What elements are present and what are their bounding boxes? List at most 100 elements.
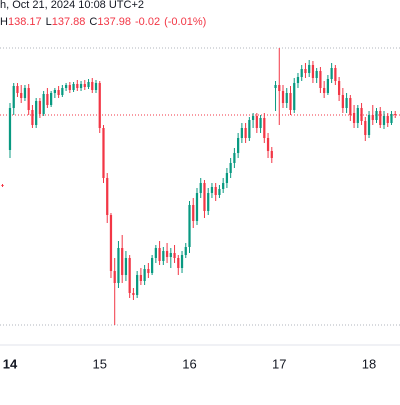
candle-body — [349, 98, 352, 115]
candle-body — [293, 83, 296, 110]
candle-body — [128, 258, 131, 293]
candle-body — [76, 84, 79, 88]
candle-body — [57, 90, 60, 95]
candle-body — [165, 251, 169, 257]
candle-body — [87, 82, 90, 87]
candle-body — [180, 255, 184, 268]
close-key: C — [89, 16, 97, 28]
candle-body — [27, 88, 30, 110]
x-tick-label: 16 — [182, 356, 196, 371]
candle-body — [259, 118, 262, 128]
candle-body — [117, 248, 120, 283]
candle-body — [98, 83, 101, 128]
candle-body — [229, 163, 232, 173]
candle-body — [102, 128, 105, 178]
candle-body — [266, 138, 270, 151]
candle-body — [173, 253, 176, 258]
candle-body — [16, 86, 19, 93]
candle-body — [61, 88, 64, 95]
candle-body — [296, 77, 300, 83]
candle-body — [356, 108, 359, 123]
ohlc-values: H138.17 L137.88 C137.98 -0.02 (-0.01%) — [0, 16, 206, 28]
candle-body — [188, 205, 191, 247]
low-key: L — [46, 16, 52, 28]
candle-body — [139, 275, 143, 281]
candle-body — [23, 88, 27, 98]
candle-body — [248, 120, 251, 138]
candle-body — [177, 258, 180, 268]
ohlc-header: H138.17 L137.88 C137.98 -0.02 (-0.01%) — [0, 16, 206, 28]
candle-body — [222, 183, 225, 189]
candle-body — [251, 116, 255, 120]
candle-body — [274, 85, 277, 88]
candle-body — [237, 138, 240, 153]
candle-body — [394, 114, 397, 115]
candle-body — [207, 193, 210, 211]
candle-body — [334, 68, 337, 81]
candle-body — [278, 85, 281, 91]
candle-body — [379, 111, 382, 125]
candle-body — [319, 71, 322, 88]
high-key: H — [0, 16, 8, 28]
candle-body — [106, 178, 109, 215]
candle-body — [386, 116, 389, 123]
candle-body — [113, 271, 116, 283]
candle-body — [38, 101, 42, 114]
candle-body — [390, 114, 393, 123]
change-pct: (-0.01%) — [164, 16, 206, 28]
candle-body — [304, 69, 307, 73]
candle-body — [31, 110, 34, 125]
candle-body — [289, 93, 292, 110]
candle-body — [35, 101, 38, 125]
candle-body — [352, 113, 356, 123]
candle-body — [20, 93, 23, 98]
timestamp: h, Oct 21, 2024 10:08 UTC+2 — [0, 0, 144, 11]
candle-body — [1, 185, 4, 186]
candle-body — [12, 86, 15, 108]
candle-body — [8, 108, 12, 150]
candle-body — [42, 94, 45, 114]
candle-body — [136, 275, 139, 295]
candle-body — [91, 82, 94, 90]
candle-body — [158, 248, 161, 261]
candle-body — [341, 95, 344, 108]
candle-body — [382, 116, 386, 125]
candle-body — [270, 151, 273, 158]
candle-body — [143, 269, 146, 281]
candle-body — [203, 183, 206, 211]
candle-body — [244, 128, 247, 138]
candle-body — [162, 251, 165, 261]
candle-body — [46, 94, 49, 105]
candle-body — [124, 258, 128, 275]
candle-body — [364, 121, 367, 135]
change: -0.02 — [135, 16, 160, 28]
x-tick-label: 15 — [93, 356, 107, 371]
candle-body — [169, 253, 172, 257]
candle-body — [94, 83, 98, 90]
candle-body — [255, 116, 258, 128]
candle-body — [375, 111, 378, 120]
candle-body — [281, 91, 285, 103]
candle-body — [323, 88, 326, 93]
candle-body — [192, 205, 195, 221]
candle-body — [210, 187, 214, 193]
candle-body — [263, 118, 266, 138]
candle-body — [225, 173, 229, 183]
candle-body — [360, 108, 363, 121]
x-tick-label: 14 — [3, 356, 18, 371]
candle-body — [53, 90, 56, 93]
candle-body — [308, 65, 311, 73]
candle-body — [371, 115, 374, 120]
candle-body — [64, 85, 68, 88]
close: 137.98 — [97, 16, 131, 28]
candle-body — [311, 65, 315, 78]
candle-body — [147, 269, 150, 273]
candle-body — [285, 93, 288, 103]
candle-body — [83, 84, 86, 87]
candle-body — [218, 189, 221, 195]
candle-body — [337, 81, 341, 95]
candle-body — [132, 293, 135, 295]
